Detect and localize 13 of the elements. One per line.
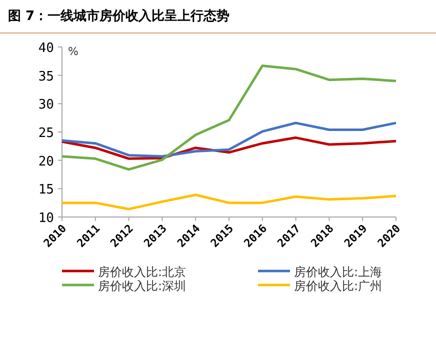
chart-title: 图 7：一线城市房价收入比呈上行态势 xyxy=(8,8,230,24)
legend-label: 房价收入比:上海 xyxy=(294,265,382,279)
y-tick-label: 35 xyxy=(38,69,54,84)
y-tick-label: 40 xyxy=(38,41,54,56)
y-axis-title: % xyxy=(68,45,78,58)
y-tick-label: 30 xyxy=(38,98,54,113)
legend-label: 房价收入比:深圳 xyxy=(98,279,186,293)
y-tick-label: 10 xyxy=(38,211,54,226)
y-tick-label: 25 xyxy=(38,126,54,141)
legend-label: 房价收入比:广州 xyxy=(294,279,382,293)
y-tick-label: 20 xyxy=(38,154,54,170)
legend-label: 房价收入比:北京 xyxy=(98,265,186,279)
y-tick-label: 15 xyxy=(38,182,54,198)
